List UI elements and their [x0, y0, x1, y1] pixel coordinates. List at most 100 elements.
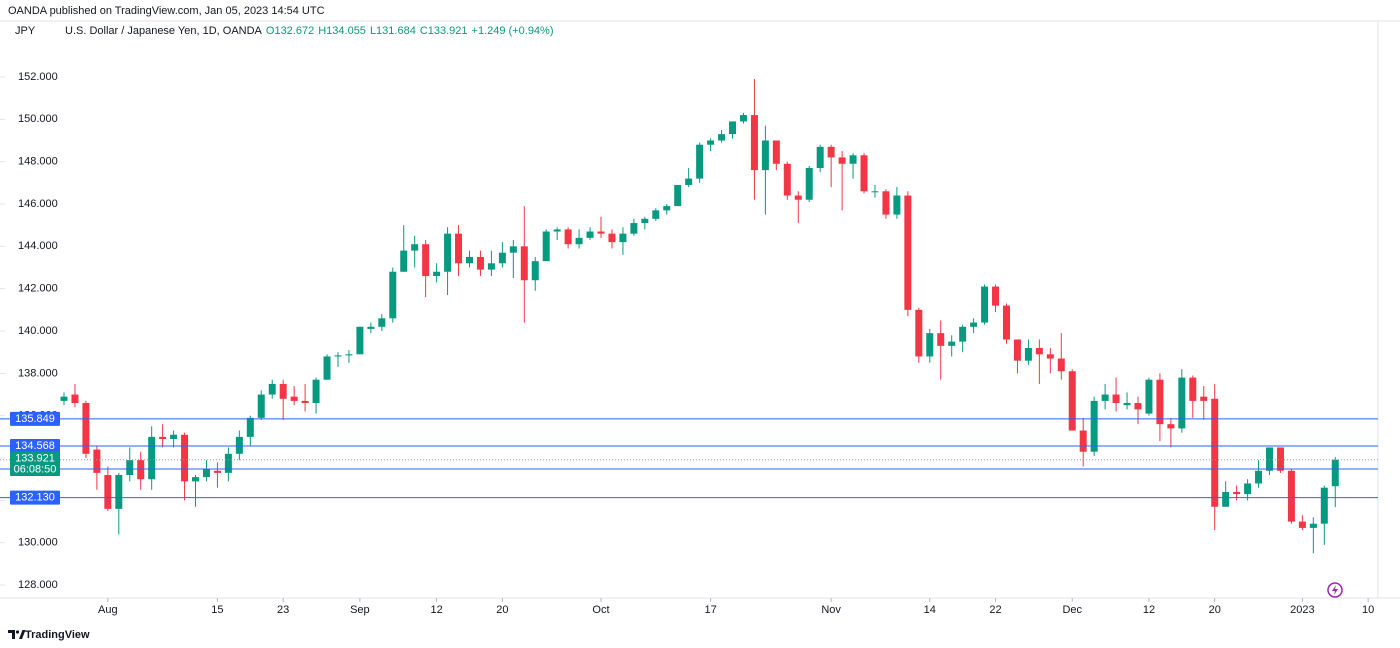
candle-body — [126, 460, 134, 475]
candle-body — [290, 396, 298, 401]
candle-body — [652, 210, 660, 219]
candle-body — [959, 326, 967, 342]
ohlc-low: L131.684 — [370, 25, 416, 37]
candle-body — [1222, 491, 1230, 507]
candle-body — [235, 436, 243, 454]
candle-body — [246, 417, 254, 437]
candle-body — [1057, 358, 1065, 372]
candle-body — [213, 470, 221, 473]
candle-body — [301, 400, 309, 404]
candle-body — [378, 318, 386, 327]
candle-body — [805, 168, 813, 200]
candle-body — [1244, 483, 1252, 495]
candle-body — [509, 246, 517, 253]
candle-body — [1255, 470, 1263, 484]
candle-body — [1276, 447, 1284, 471]
candle-body — [1178, 377, 1186, 429]
candle-body — [937, 333, 945, 346]
candle-body — [849, 155, 857, 164]
candle-body — [1200, 396, 1208, 401]
level-label: 132.130 — [15, 492, 55, 504]
candle-body — [1101, 394, 1109, 401]
x-tick-label: 15 — [211, 604, 223, 616]
candle-body — [1331, 459, 1339, 487]
candle-body — [1320, 487, 1328, 524]
y-tick-label: 144.000 — [18, 240, 58, 252]
candle-body — [871, 191, 879, 193]
candle-body — [257, 394, 265, 418]
candle-body — [411, 244, 419, 251]
y-tick-label: 148.000 — [18, 156, 58, 168]
candle-body — [159, 436, 167, 440]
ohlc-high: H134.055 — [318, 25, 366, 37]
x-tick-label: 22 — [989, 604, 1001, 616]
candle-body — [115, 474, 123, 509]
candle-body — [860, 155, 868, 192]
candle-body — [970, 322, 978, 327]
candle-body — [904, 195, 912, 310]
candle-body — [882, 191, 890, 215]
level-tag — [10, 411, 60, 426]
x-tick-label: Sep — [350, 604, 370, 616]
x-tick-label: Dec — [1062, 604, 1082, 616]
y-tick-label: 138.000 — [18, 367, 58, 379]
ohlc-close: C133.921 — [420, 25, 468, 37]
brand: TradingView — [25, 629, 90, 641]
candle-body — [893, 195, 901, 215]
candle-body — [1298, 521, 1306, 528]
candle-body — [553, 229, 561, 232]
candle-body — [137, 460, 145, 480]
x-tick-label: 23 — [277, 604, 289, 616]
y-tick-label: 142.000 — [18, 283, 58, 295]
level-label: 134.568 — [15, 440, 55, 452]
candle-body — [1266, 447, 1274, 471]
candle-body — [816, 146, 824, 169]
candle-body — [926, 333, 934, 357]
candle-body — [498, 252, 506, 264]
candle-body — [192, 477, 200, 482]
candle-body — [739, 115, 747, 122]
candle-body — [915, 309, 923, 357]
candle-body — [729, 121, 737, 135]
candle-body — [367, 326, 375, 329]
x-tick-label: 2023 — [1290, 604, 1314, 616]
candle-body — [630, 223, 638, 234]
candle-body — [356, 326, 364, 355]
candle-body — [224, 453, 232, 473]
candle-body — [279, 383, 287, 399]
candle-body — [1002, 305, 1010, 340]
candle-body — [1112, 394, 1120, 404]
candle-body — [761, 140, 769, 171]
candle-body — [1013, 339, 1021, 361]
candle-body — [1123, 403, 1131, 406]
x-tick-label: 12 — [430, 604, 442, 616]
candle-body — [608, 233, 616, 243]
candle-body — [334, 355, 342, 357]
candle-body — [455, 233, 463, 264]
y-tick-label: 152.000 — [18, 71, 58, 83]
candle-body — [981, 286, 989, 323]
candle-body — [93, 449, 101, 473]
candle-body — [1145, 379, 1153, 414]
ohlc-open: O132.672 — [266, 25, 314, 37]
y-tick-label: 150.000 — [18, 113, 58, 125]
candle-body — [312, 379, 320, 404]
candle-body — [542, 231, 550, 262]
candle-body — [1068, 371, 1076, 431]
candle-body — [1090, 400, 1098, 452]
x-tick-label: Nov — [821, 604, 841, 616]
candle-body — [641, 218, 649, 224]
candle-body — [685, 178, 693, 185]
candle-body — [718, 134, 726, 141]
candle-body — [1167, 424, 1175, 429]
candle-body — [389, 271, 397, 319]
candle-body — [104, 474, 112, 509]
x-tick-label: 10 — [1362, 604, 1374, 616]
candle-body — [82, 403, 90, 454]
candle-body — [992, 286, 1000, 306]
candle-body — [1046, 354, 1054, 359]
candle-body — [674, 184, 682, 207]
candle-body — [1287, 470, 1295, 522]
